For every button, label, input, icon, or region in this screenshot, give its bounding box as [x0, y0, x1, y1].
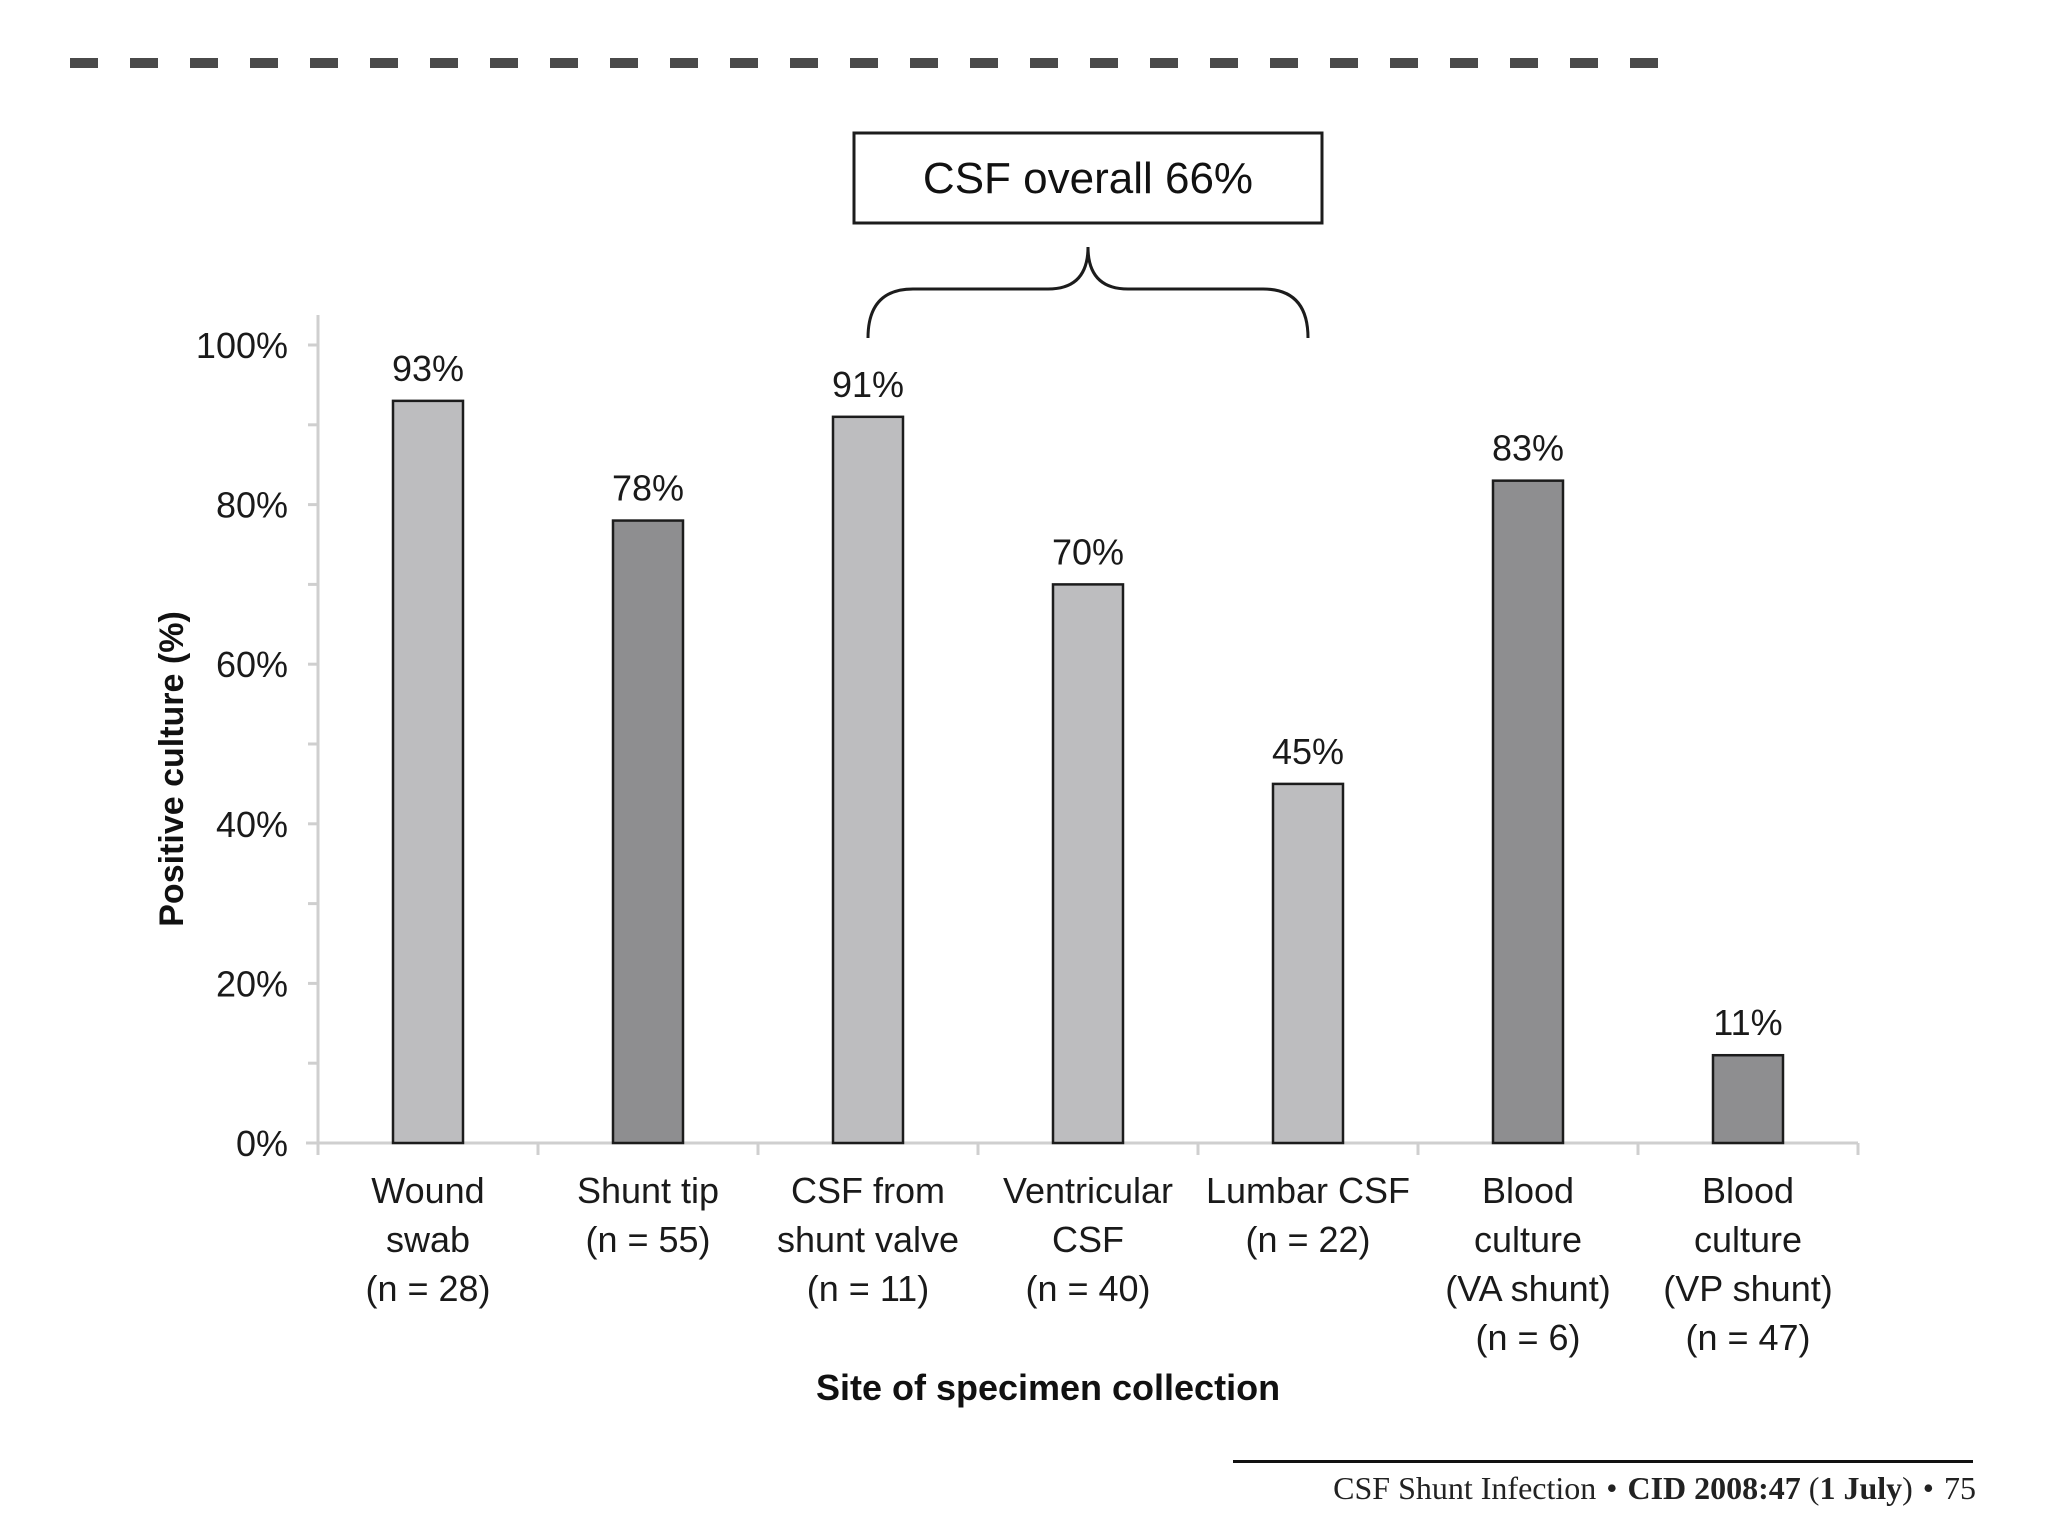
footer-journal: CID: [1627, 1470, 1687, 1506]
data-label: 70%: [1052, 531, 1124, 572]
footer-rule: [1233, 1460, 1973, 1463]
x-tick-label: shunt valve: [777, 1219, 959, 1260]
x-tick-label: CSF from: [791, 1170, 945, 1211]
x-tick-label: (n = 47): [1685, 1317, 1810, 1358]
bar: [391, 399, 465, 1145]
y-tick-label: 60%: [216, 644, 288, 685]
bar: [831, 415, 905, 1145]
y-tick-label: 0%: [236, 1123, 288, 1164]
x-axis-title: Site of specimen collection: [816, 1367, 1280, 1408]
x-tick-label: Lumbar CSF: [1206, 1170, 1410, 1211]
x-tick-label: (n = 40): [1025, 1268, 1150, 1309]
bar: [1491, 479, 1565, 1145]
footer-running-title: CSF Shunt Infection: [1333, 1470, 1597, 1506]
x-tick-label: Wound: [371, 1170, 484, 1211]
y-tick-label: 80%: [216, 485, 288, 526]
x-tick-label: (VP shunt): [1663, 1268, 1832, 1309]
x-tick-label: Shunt tip: [577, 1170, 719, 1211]
data-label: 78%: [612, 468, 684, 509]
y-tick-label: 100%: [196, 325, 288, 366]
footer-month: July: [1843, 1470, 1903, 1506]
bar: [1051, 583, 1125, 1145]
annotation-brace: [866, 246, 1310, 339]
annotation-text: CSF overall 66%: [923, 154, 1253, 203]
x-tick-label: Blood: [1482, 1170, 1574, 1211]
x-tick-label: (n = 22): [1245, 1219, 1370, 1260]
cropped-title-strip: [70, 58, 1690, 68]
x-tick-label: (n = 55): [585, 1219, 710, 1260]
page-footer: CSF Shunt Infection • CID 2008:47 (1 July)…: [1333, 1470, 1976, 1506]
footer-page-number: 75: [1944, 1470, 1976, 1506]
x-tick-label: CSF: [1052, 1219, 1124, 1260]
data-label: 45%: [1272, 731, 1344, 772]
bar: [1271, 782, 1345, 1145]
data-label: 91%: [832, 364, 904, 405]
x-tick-label: Blood: [1702, 1170, 1794, 1211]
y-axis-title: Positive culture (%): [153, 611, 191, 927]
x-tick-label: culture: [1694, 1219, 1802, 1260]
footer-volume: 2008:47: [1694, 1470, 1801, 1506]
x-tick-label: (n = 28): [365, 1268, 490, 1309]
x-tick-label: culture: [1474, 1219, 1582, 1260]
y-tick-label: 20%: [216, 963, 288, 1004]
data-label: 11%: [1713, 1002, 1782, 1043]
data-label: 83%: [1492, 428, 1564, 469]
x-tick-label: (VA shunt): [1445, 1268, 1610, 1309]
annotation-box: [852, 131, 1324, 225]
data-label: 93%: [392, 348, 464, 389]
x-tick-label: (n = 6): [1475, 1317, 1580, 1358]
footer-date: 1: [1819, 1470, 1836, 1506]
y-tick-label: 40%: [216, 804, 288, 845]
bar: [611, 519, 685, 1145]
bar: [1711, 1053, 1785, 1145]
x-tick-label: swab: [386, 1219, 470, 1260]
x-tick-label: (n = 11): [807, 1268, 929, 1309]
x-tick-label: Ventricular: [1003, 1170, 1173, 1211]
